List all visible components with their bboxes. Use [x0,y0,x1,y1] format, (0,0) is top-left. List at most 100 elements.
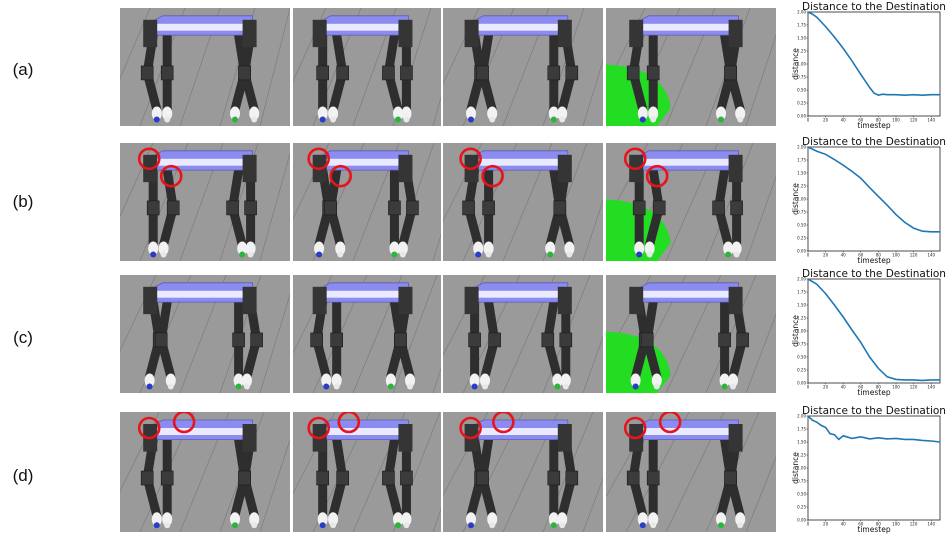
foot-marker [319,116,326,123]
highlight-circle [137,147,161,171]
foot-marker [636,251,643,258]
chart-title: Distance to the Destination [802,1,946,13]
robot-foot [393,512,404,527]
foot-marker [489,116,496,123]
x-tick-label: 120 [910,118,918,123]
knee-joint [330,332,343,348]
robot-foot [144,373,155,388]
robot-foot [716,106,726,121]
x-axis-label: timestep [857,388,890,397]
robot-foot [151,106,162,121]
floor-line [582,199,603,261]
simulation-frame [443,143,603,261]
foot-marker [330,522,337,529]
knee-joint [388,200,401,216]
knee-joint [553,200,567,216]
y-tick-label: 2.00 [797,9,806,14]
foot-marker [330,116,337,123]
robot-foot [401,512,412,527]
robot-foot [162,512,173,527]
x-tick-label: 40 [841,522,847,527]
simulation-frame [443,8,603,126]
knee-joint [646,470,660,486]
hip-motor-rear [557,154,572,183]
foot-marker [559,116,566,123]
robot-foot [158,241,169,256]
foot-marker [251,522,258,529]
foot-marker [244,383,250,390]
foot-marker [650,522,657,529]
y-tick-label: 1.75 [797,157,806,162]
knee-joint [316,65,329,81]
robot-foot [389,241,400,256]
knee-joint [730,200,743,216]
highlight-circle [307,147,330,171]
robot-foot [405,373,416,388]
body-highlight [637,23,735,31]
x-tick-label: 120 [910,522,918,527]
floor-line [120,8,151,80]
floor-line [705,275,757,393]
highlight-circle [137,416,161,440]
x-axis-label: timestep [857,256,890,265]
x-tick-label: 60 [858,253,864,258]
foot-marker [391,251,398,258]
knee-joint [482,200,495,216]
y-tick-label: 0.75 [797,74,806,79]
foot-marker [239,251,246,258]
y-tick-label: 1.50 [797,302,806,307]
knee-joint [382,470,395,486]
y-tick-label: 1.25 [797,48,806,53]
hip-motor-rear [242,19,257,48]
knee-joint [541,332,555,348]
body-highlight [472,290,564,298]
foot-marker [489,522,496,529]
foot-marker [153,116,160,123]
robot-foot [716,512,726,527]
foot-marker [337,251,344,258]
x-tick-label: 140 [927,385,935,390]
foot-marker [550,522,557,529]
x-tick-label: 40 [841,253,847,258]
knee-joint [226,200,239,216]
robot-foot [321,373,332,388]
x-tick-label: 80 [876,118,882,123]
x-tick-label: 0 [807,253,810,258]
simulation-frame [606,275,776,393]
foot-marker [232,116,238,123]
y-axis-label: distance [791,183,800,215]
knee-joint [382,65,395,81]
floor-line [259,8,290,126]
hip-motor-rear [398,424,413,452]
knee-joint [652,200,666,216]
foot-marker [232,522,238,529]
floor-line [259,152,290,261]
body-highlight [472,158,564,166]
robot-foot [401,106,412,121]
robot-foot [230,512,240,527]
hip-motor-rear [557,286,572,315]
robot-foot [731,241,742,256]
robot-foot [148,241,159,256]
highlight-circle [623,147,647,171]
robot-foot [648,512,659,527]
chart-title: Distance to the Destination [802,268,946,280]
robot-foot [648,106,659,121]
body-highlight [320,23,405,31]
y-tick-label: 1.25 [797,183,806,188]
knee-joint [468,332,481,348]
knee-joint [724,65,737,81]
hip-motor-rear [242,154,257,183]
x-tick-label: 20 [823,253,829,258]
foot-marker [639,522,646,529]
knee-joint [565,470,579,486]
body-highlight [151,158,249,166]
hip-motor-rear [398,19,413,48]
x-tick-label: 40 [841,118,847,123]
robot-foot [637,512,648,527]
simulation-frame [606,143,776,261]
robot-foot [644,241,655,256]
robot-foot [630,373,641,388]
hip-motor-rear [728,154,743,183]
foot-marker [475,251,482,258]
